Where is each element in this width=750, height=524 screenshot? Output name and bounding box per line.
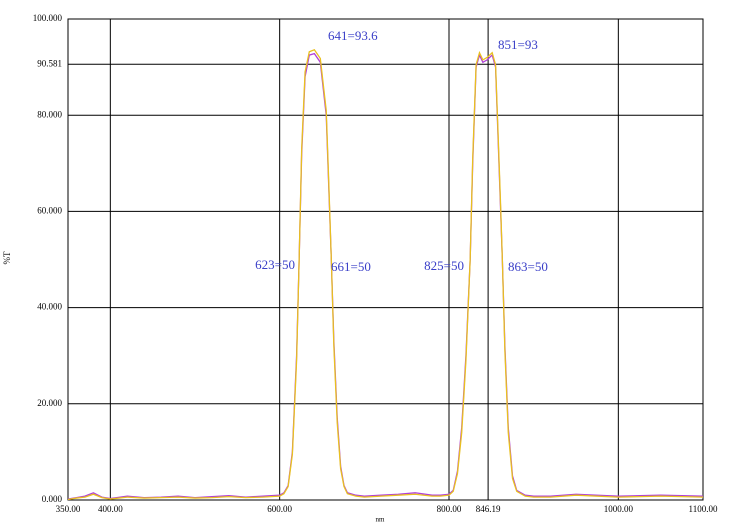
x-tick-label: 1100.00 [689,504,718,514]
series-line [67,48,704,501]
y-tick-label: 40.000 [37,302,62,312]
annotation: 623=50 [255,257,295,272]
x-tick-label: 846.19 [476,504,501,514]
annotation: 641=93.6 [328,28,378,43]
annotation: 851=93 [498,37,538,52]
x-tick-label: 600.00 [267,504,292,514]
x-tick-label: 350.00 [56,504,81,514]
y-tick-label: 20.000 [37,398,62,408]
series-line [67,52,704,500]
y-axis-label: %T [2,251,12,264]
x-axis-label: nm [376,516,386,524]
y-tick-label: 0.000 [42,494,63,504]
x-tick-label: 400.00 [98,504,123,514]
x-tick-label: 800.00 [437,504,462,514]
y-tick-label: 80.000 [37,109,62,119]
y-tick-label: 90.581 [37,58,62,68]
annotation: 661=50 [331,259,371,274]
x-tick-label: 1000.00 [604,504,634,514]
annotation: 863=50 [508,259,548,274]
y-tick-label: 100.000 [33,13,63,23]
annotation: 825=50 [424,258,464,273]
plot-border [67,18,704,501]
y-tick-label: 60.000 [37,205,62,215]
